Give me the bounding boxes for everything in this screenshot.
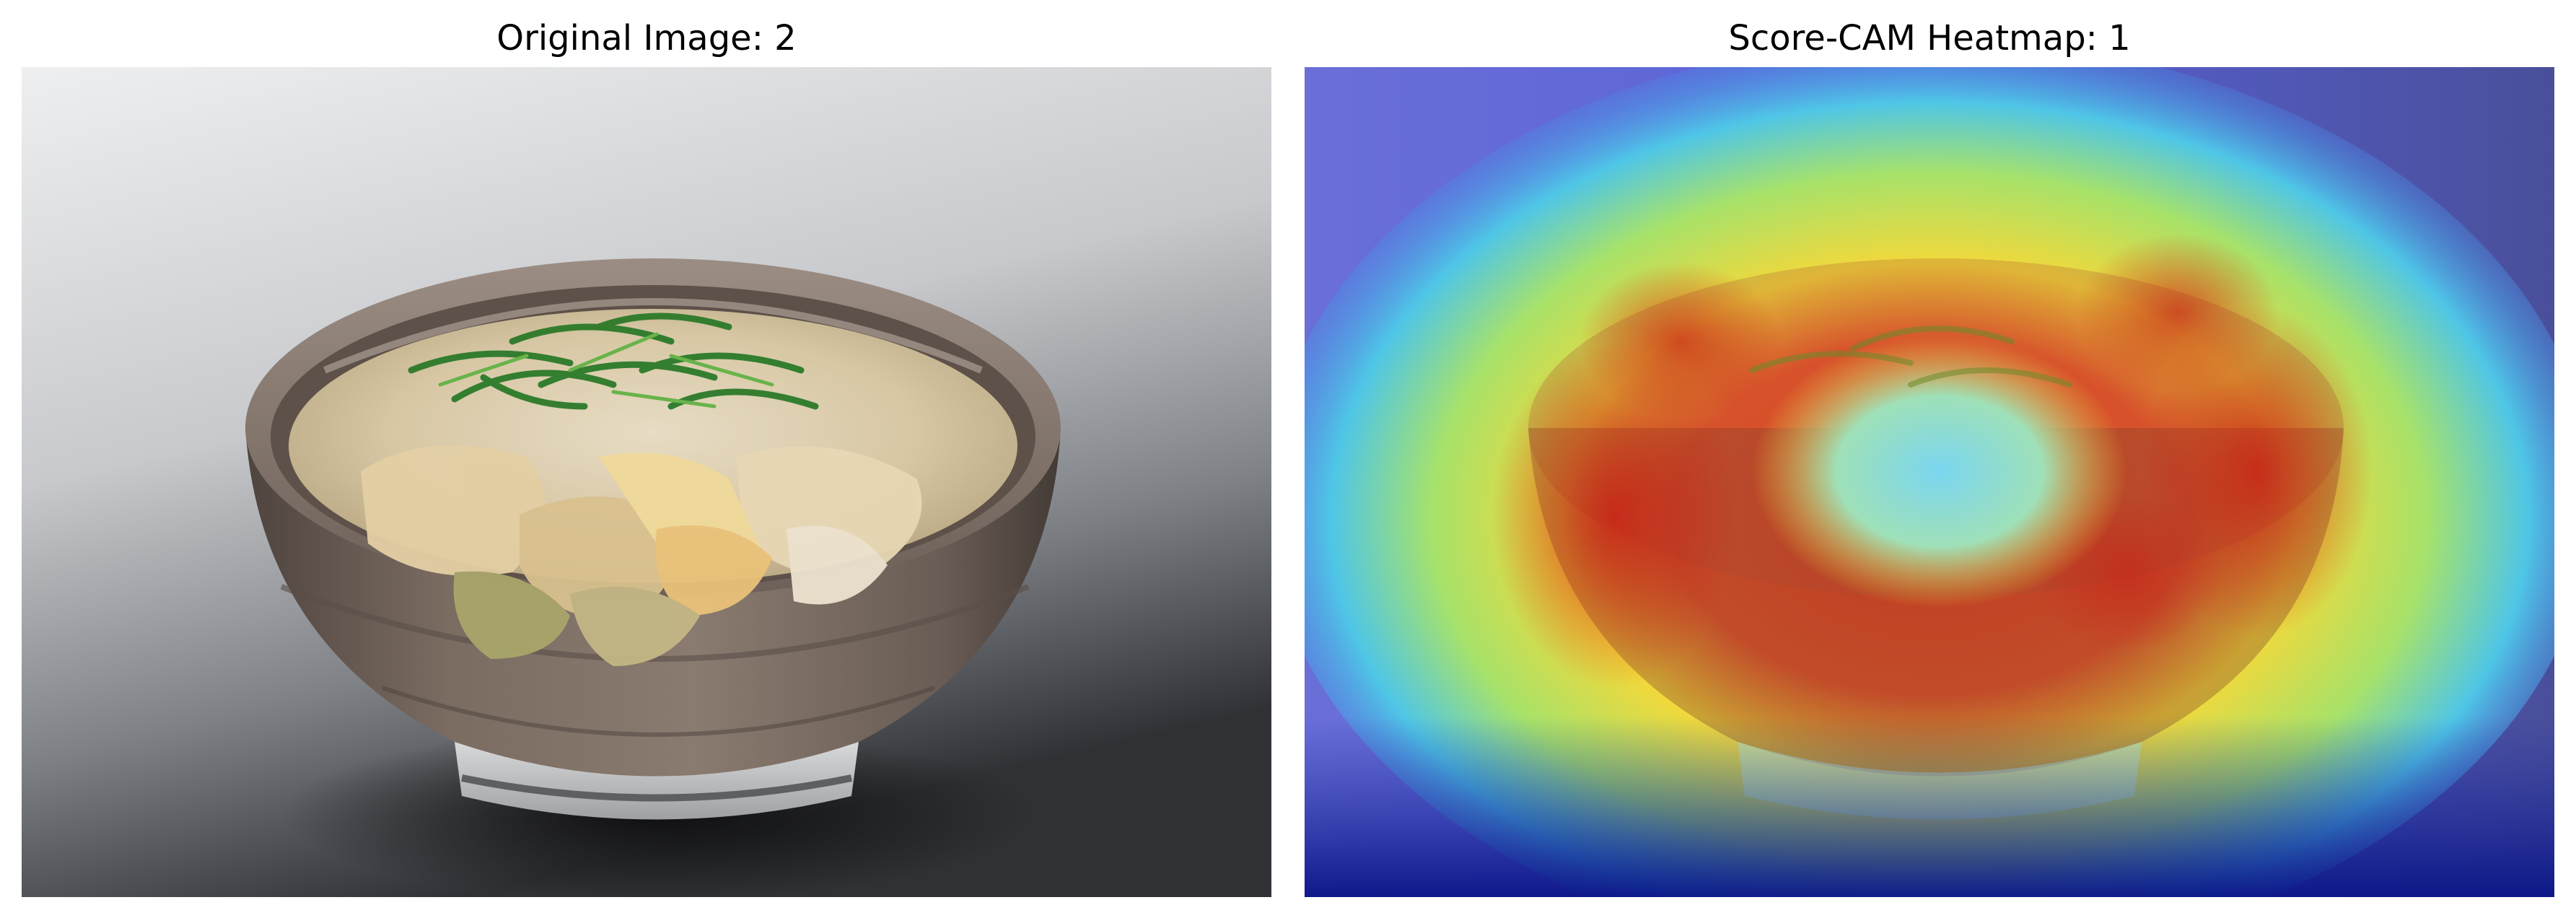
scorecam-heatmap — [1305, 67, 2554, 897]
heatmap-overlay — [1305, 67, 2554, 897]
noodle-bowl-photo — [22, 67, 1271, 897]
heatmap-title: Score-CAM Heatmap: 1 — [1728, 18, 2131, 58]
original-image — [22, 67, 1271, 897]
original-image-title: Original Image: 2 — [496, 18, 797, 58]
